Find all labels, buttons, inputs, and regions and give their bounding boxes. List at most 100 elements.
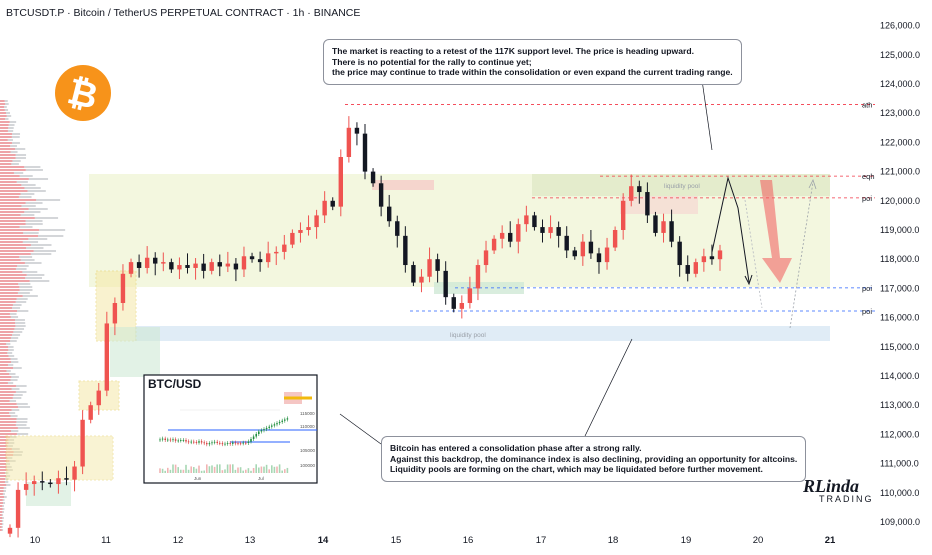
candle-body [548,227,553,233]
profile-bar-red [0,163,12,165]
top-callout: The market is reacting to a retest of th… [323,39,742,85]
profile-bar-grey [2,499,5,501]
candle-body [249,256,255,260]
inset-candle-body [232,442,234,444]
profile-bar-grey [6,370,11,372]
candle-body [395,221,400,236]
candle-body [370,171,376,184]
candle-body [265,253,271,263]
inset-volume-bar [234,469,237,473]
inset-candle-body [234,442,237,444]
profile-bar-grey [12,307,21,309]
profile-bar-red [0,382,8,384]
profile-bar-grey [1,526,3,528]
inset-volume-bar [286,467,289,473]
profile-bar-red [0,262,25,264]
bitcoin-circle [55,65,111,121]
candle-body [637,186,642,193]
profile-bar-red [0,271,23,273]
profile-bar-grey [4,109,9,111]
profile-bar-red [0,205,22,207]
profile-bar-red [0,133,13,135]
profile-bar-grey [25,277,42,279]
y-tick-label: 121,000.0 [880,167,920,177]
profile-bar-red [0,217,35,219]
inset-candle-body [195,442,198,443]
candle-body [387,206,392,222]
profile-bar-grey [17,310,29,312]
upper-zone [532,174,830,196]
level-label: poi [862,194,872,203]
inset-candle-body [167,439,169,441]
profile-bar-grey [15,385,27,387]
profile-bar-grey [11,163,19,165]
profile-bar-red [0,307,13,309]
profile-bar-red [0,178,29,180]
inset-volume-bar [161,468,164,473]
inset-volume-bar [185,464,187,473]
profile-bar-red [0,475,7,477]
inset-candle-body [281,420,283,422]
profile-bar-red [0,106,5,108]
profile-bar-red [0,223,26,225]
profile-bar-red [0,523,3,525]
candle-body [540,227,545,233]
profile-bar-grey [3,502,6,504]
inset-candle-body [172,439,174,441]
profile-bar-grey [2,523,4,525]
profile-bar-grey [12,334,21,336]
inset-candle-body [273,424,276,426]
profile-bar-red [0,505,3,507]
profile-bar-grey [11,376,19,378]
candle-body [209,262,214,271]
inset-tick-label: 115000 [300,411,315,416]
candle-body [330,200,335,207]
inset-volume-bar [276,466,278,473]
profile-bar-grey [15,148,26,150]
candle-body [620,200,626,230]
inset-volume-bar [255,464,257,473]
profile-bar-grey [14,328,25,330]
profile-bar-red [0,346,9,348]
price-axis-bg [876,0,932,530]
profile-bar-grey [10,358,18,360]
inset-candle-body [239,443,242,445]
profile-bar-grey [15,424,27,426]
candle-body [56,478,61,485]
inset-candle-body [200,441,203,443]
inset-volume-bar [206,464,208,473]
inset-volume-bar [182,469,185,473]
profile-bar-red [0,337,11,339]
candle-body [572,250,577,257]
profile-bar-grey [2,505,4,507]
profile-bar-red [0,469,8,471]
profile-bar-red [0,499,3,501]
profile-bar-grey [22,241,39,243]
x-tick-label: 18 [608,535,619,546]
inset-candle-body [245,442,247,444]
x-tick-label: 15 [391,535,402,546]
inset-volume-bar [250,470,252,473]
profile-bar-red [0,166,25,168]
inset-volume-bar [245,469,247,473]
profile-bar-red [0,304,13,306]
bottom-callout: Bitcoin has entered a consolidation phas… [381,436,807,482]
candle-body [169,262,174,270]
inset-volume-bar [237,467,239,473]
profile-bar-grey [21,205,36,207]
profile-bar-grey [19,175,33,177]
inset-candle-body [278,421,281,424]
projection-path [711,176,750,283]
profile-bar-red [0,433,17,435]
candle-body [290,232,295,245]
profile-bar-grey [9,400,17,402]
profile-bar-red [0,439,9,441]
y-tick-label: 120,000.0 [880,196,920,206]
profile-bar-grey [19,256,33,258]
inset-volume-bar [281,470,283,473]
profile-bar-red [0,391,16,393]
profile-bar-red [0,325,16,327]
profile-bar-grey [22,271,38,273]
candle-body [516,224,521,242]
profile-bar-red [0,514,2,516]
